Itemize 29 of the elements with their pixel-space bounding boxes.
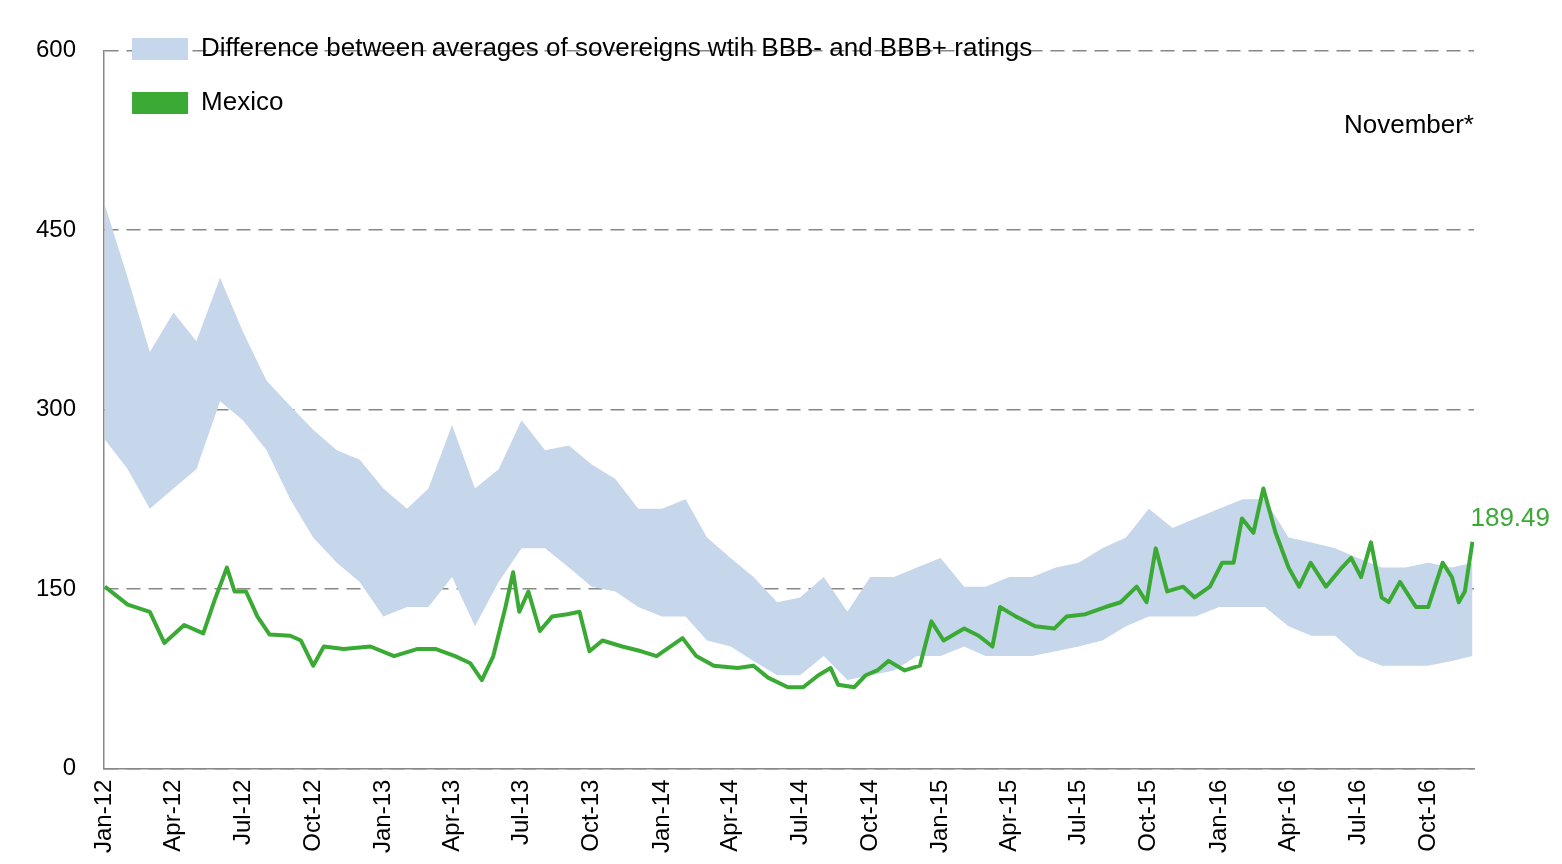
y-tick-label: 300: [36, 394, 77, 422]
x-tick-label: Apr-15: [993, 779, 1021, 852]
legend-label: Mexico: [201, 86, 284, 117]
x-tick-label: Apr-13: [436, 779, 464, 852]
x-tick-label: Apr-16: [1273, 779, 1301, 852]
x-tick-label: Jan-12: [88, 779, 116, 854]
x-tick-label: Oct-16: [1412, 779, 1440, 852]
y-tick-label: 450: [36, 214, 77, 242]
x-tick-label: Jul-13: [506, 779, 534, 845]
x-tick-label: Jul-16: [1342, 779, 1370, 845]
x-tick-label: Jul-14: [784, 779, 812, 845]
x-tick-label: Apr-14: [715, 779, 743, 852]
x-tick-label: Oct-13: [576, 779, 604, 852]
y-tick-label: 0: [62, 753, 77, 781]
x-tick-label: Jan-15: [925, 779, 953, 854]
x-tick-label: Jan-14: [646, 779, 674, 854]
x-tick-label: Jan-16: [1203, 779, 1231, 854]
x-tick-label: Oct-12: [297, 779, 325, 852]
x-tick-label: Jul-15: [1063, 779, 1091, 845]
x-tick-label: Oct-15: [1133, 779, 1161, 852]
annotation: November*: [1343, 108, 1474, 139]
x-tick-label: Apr-12: [158, 779, 186, 852]
x-tick-label: Jan-13: [368, 779, 395, 854]
x-tick-label: Oct-14: [854, 779, 882, 852]
annotation: 189.49: [1470, 501, 1550, 532]
y-tick-label: 150: [36, 573, 77, 601]
legend-label: Difference between averages of sovereigns wtih BBB- and BBB+ ratings: [201, 32, 1033, 63]
y-tick-label: 600: [36, 35, 77, 63]
x-tick-label: Jul-12: [227, 779, 255, 845]
